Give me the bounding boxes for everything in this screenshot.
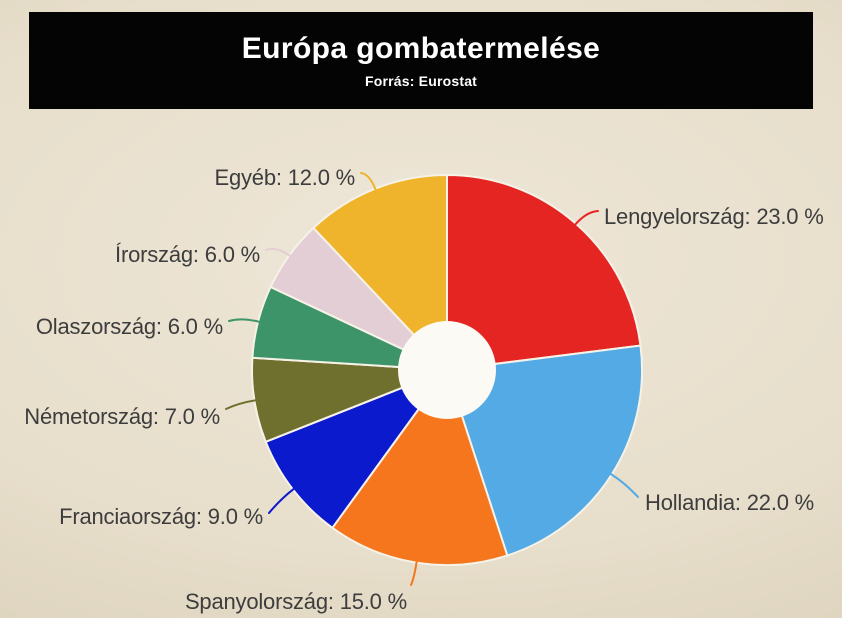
slice-label-franciaorszag: Franciaország: 9.0 % <box>59 504 263 529</box>
leader-line-hollandia <box>609 473 639 498</box>
page-title: Európa gombatermelése <box>241 32 601 65</box>
leader-line-irorszag <box>265 247 292 257</box>
leader-line-franciaorszag <box>268 487 295 514</box>
slice-label-irorszag: Írország: 6.0 % <box>115 242 260 267</box>
leader-line-spanyolorszag <box>410 560 418 586</box>
leader-line-lengyelorszag <box>574 210 599 226</box>
chart-source: Forrás: Eurostat <box>364 73 478 89</box>
slice-label-olaszorszag: Olaszország: 6.0 % <box>35 314 223 339</box>
slice-label-spanyolorszag: Spanyolország: 15.0 % <box>184 589 407 614</box>
slice-label-nemetorszag: Németország: 7.0 % <box>24 404 220 429</box>
pie-slices <box>251 174 644 567</box>
chart-title-banner: Európa gombatermelése Forrás: Eurostat <box>29 12 813 109</box>
slice-label-egyeb: Egyéb: 12.0 % <box>214 165 356 190</box>
slice-label-hollandia: Hollandia: 22.0 % <box>645 490 815 515</box>
leader-line-olaszorszag <box>228 318 261 323</box>
leader-line-nemetorszag <box>225 399 257 410</box>
leader-line-egyeb <box>360 172 377 191</box>
slice-label-lengyelorszag: Lengyelország: 23.0 % <box>604 204 824 229</box>
leader-lines <box>225 172 639 586</box>
donut-hole <box>398 321 496 419</box>
